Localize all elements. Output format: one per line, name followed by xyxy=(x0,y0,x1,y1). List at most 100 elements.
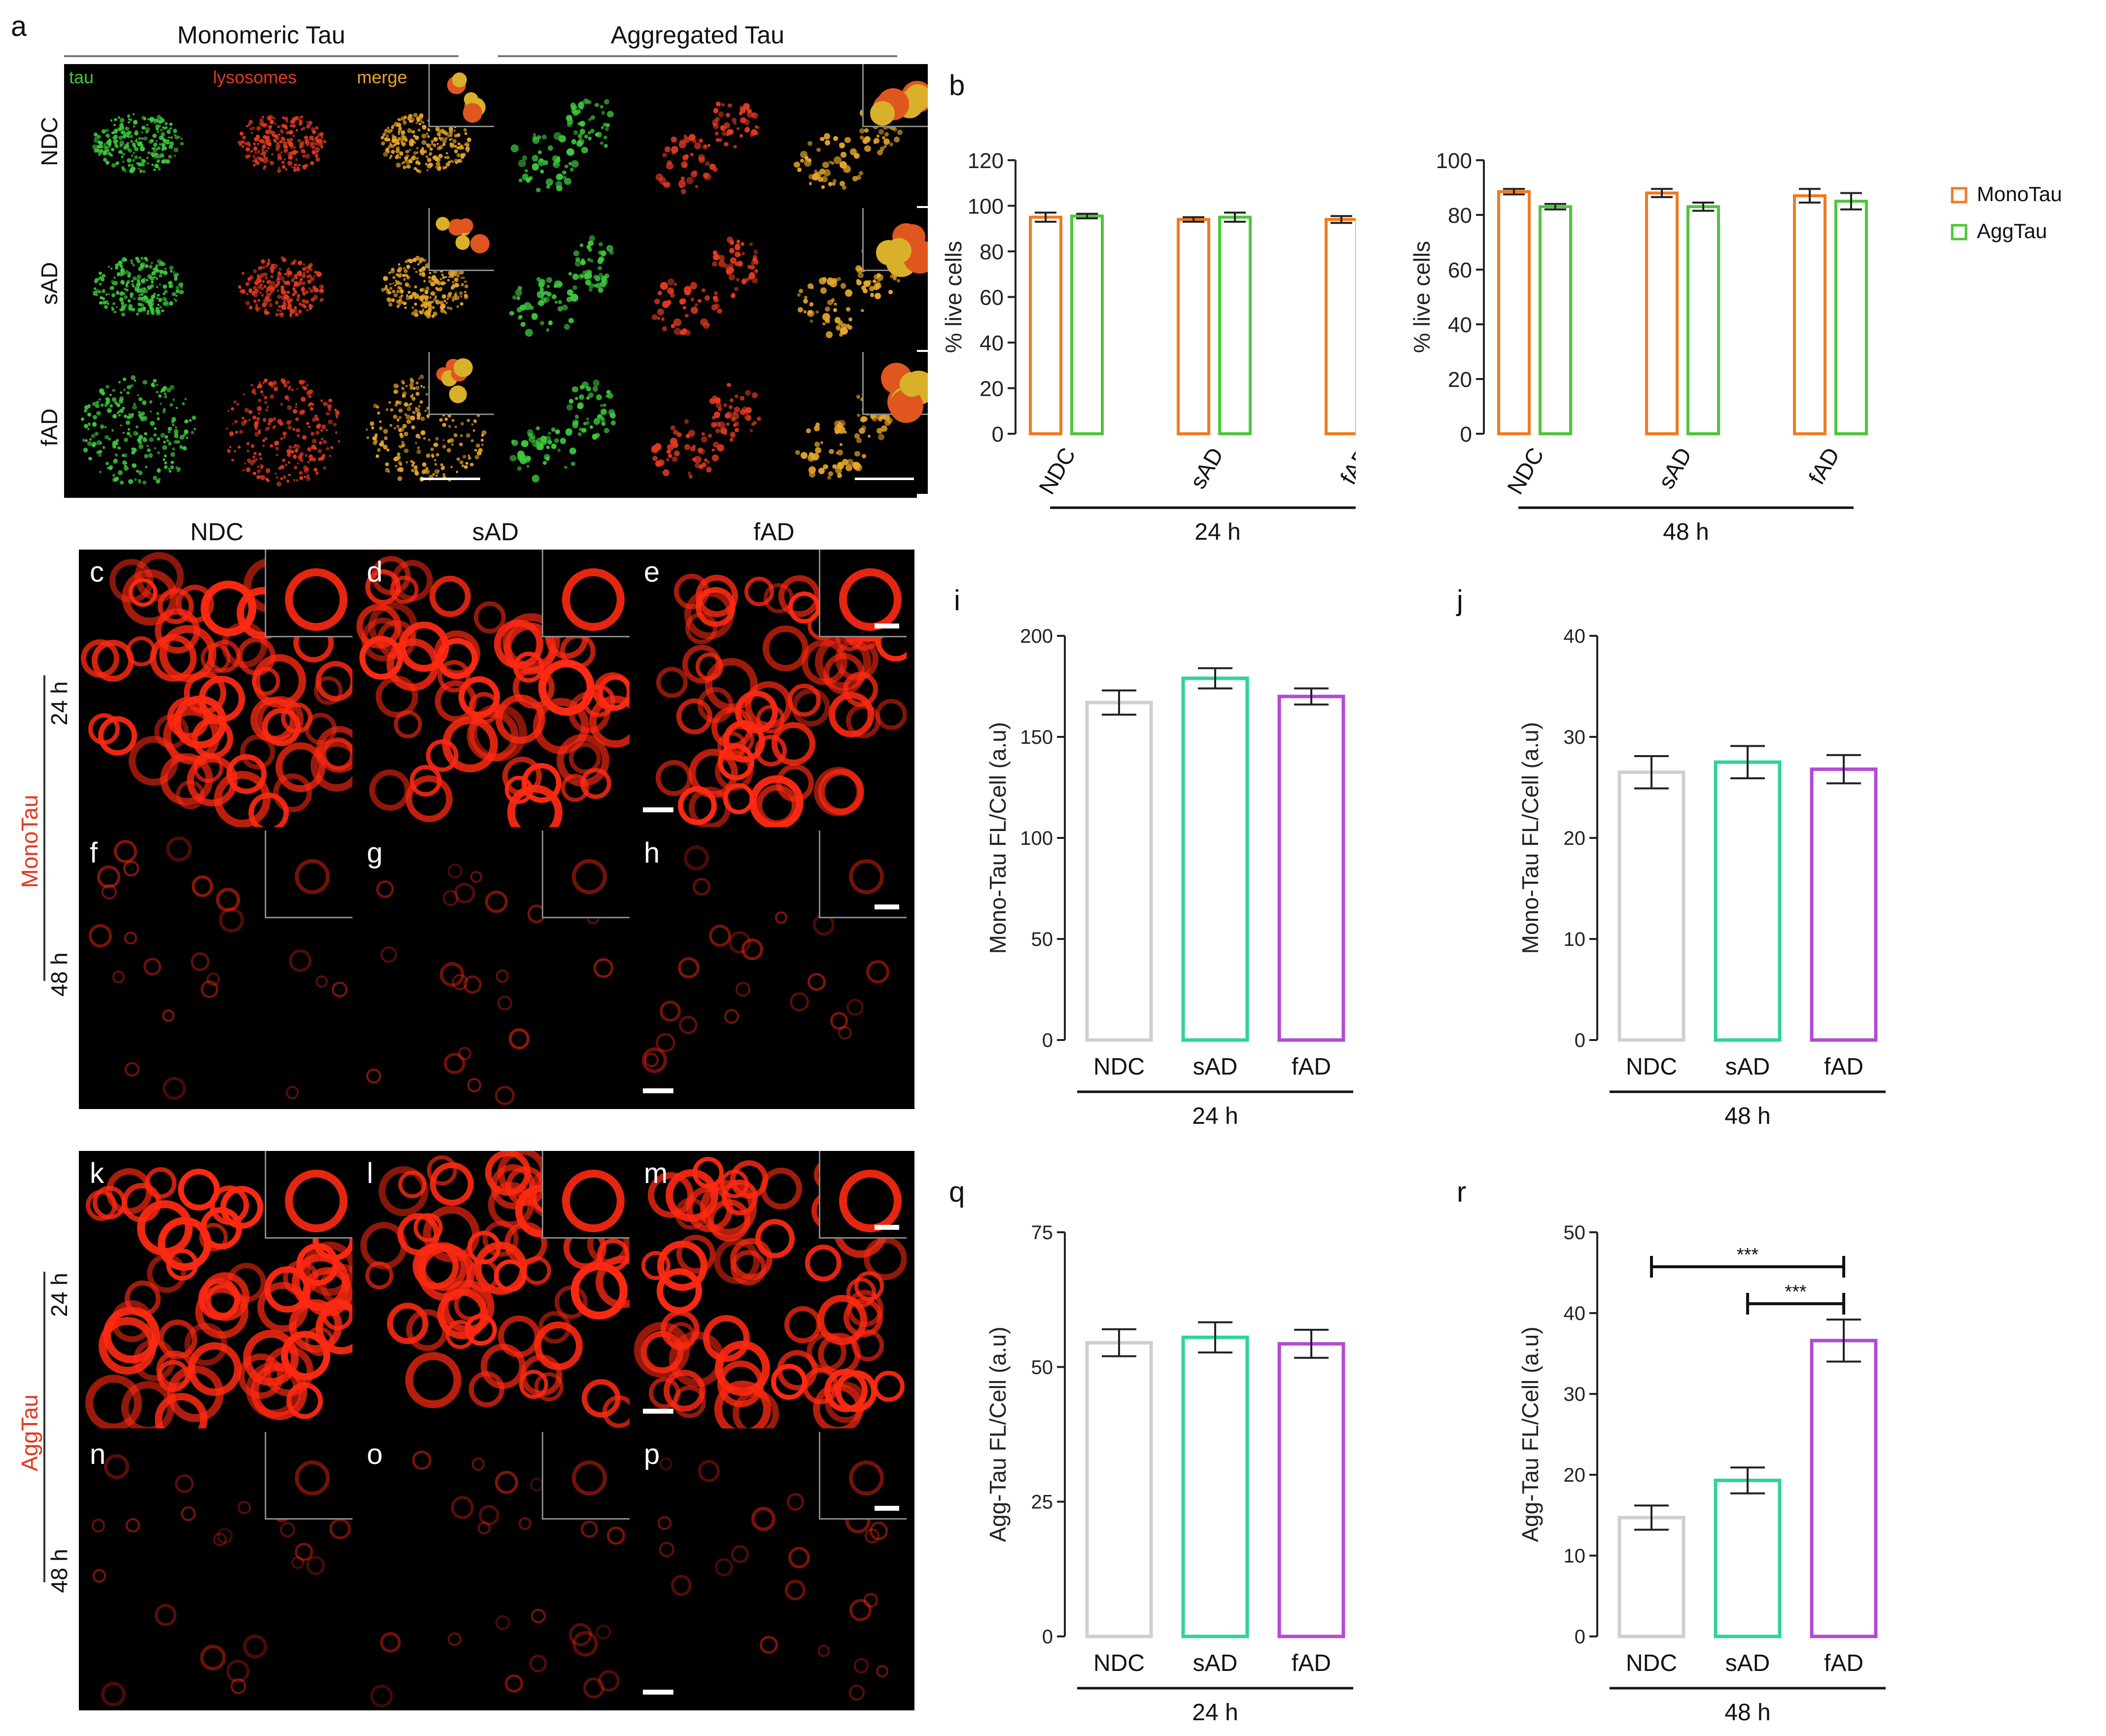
cell-signal-spot xyxy=(259,283,263,287)
cell-signal-spot xyxy=(157,115,161,119)
cell-signal-spot xyxy=(579,394,585,400)
cell-signal-spot xyxy=(439,278,442,281)
cell-signal-spot xyxy=(335,414,338,417)
cell-signal xyxy=(744,576,774,606)
cell-signal-spot xyxy=(748,272,756,279)
cell-signal-spot xyxy=(170,141,174,146)
cell-signal-spot xyxy=(439,145,444,150)
cell-signal-spot xyxy=(290,145,295,150)
cell-signal-spot xyxy=(712,395,717,400)
cell-signal-spot xyxy=(449,138,452,141)
cell-signal-spot xyxy=(414,303,417,306)
cell-signal-spot xyxy=(174,154,176,157)
cell-signal-spot xyxy=(400,116,405,121)
cell-signal-spot xyxy=(425,263,430,268)
cell-signal-spot xyxy=(813,425,820,432)
inset-cell xyxy=(571,1460,607,1495)
cell-signal-spot xyxy=(169,283,174,289)
cell-signal-spot xyxy=(159,261,164,266)
cell-signal-spot xyxy=(172,417,176,422)
cell-signal xyxy=(730,1250,766,1285)
micrograph-tile xyxy=(642,208,784,350)
cell-signal-spot xyxy=(835,466,842,474)
cell-signal-spot xyxy=(242,272,245,275)
cell-signal-spot xyxy=(391,289,396,293)
cell-signal-spot xyxy=(319,132,324,136)
cell-signal-spot xyxy=(286,299,290,303)
cell-signal-spot xyxy=(267,312,270,314)
cell-signal-spot xyxy=(436,142,439,145)
cell-signal xyxy=(692,1156,724,1188)
cell-signal-spot xyxy=(149,421,155,426)
cell-signal-spot xyxy=(296,167,301,172)
y-tick-label: 80 xyxy=(1448,204,1472,228)
cell-signal-spot xyxy=(326,412,330,416)
cell-signal-spot xyxy=(741,278,745,282)
cell-signal-spot xyxy=(114,477,119,482)
cell-signal-spot xyxy=(370,421,374,426)
cell-signal-spot xyxy=(263,418,267,422)
cell-signal-spot xyxy=(127,428,131,431)
cell-signal-spot xyxy=(590,128,595,134)
cell-signal-spot xyxy=(282,126,285,128)
cell-signal-spot xyxy=(168,154,173,159)
cell-signal-spot xyxy=(403,267,406,270)
cell-signal-spot xyxy=(107,293,110,296)
cell-signal-spot xyxy=(804,296,807,300)
cell-signal-spot xyxy=(448,425,451,428)
cell-signal-spot xyxy=(442,142,446,146)
cell-signal-spot xyxy=(117,411,120,413)
cell-signal xyxy=(289,949,312,972)
cell-signal-spot xyxy=(481,433,485,437)
cell-signal-spot xyxy=(267,426,270,430)
cell-signal-spot xyxy=(297,272,300,275)
cell-signal-spot xyxy=(169,128,172,131)
cell-signal-spot xyxy=(265,409,268,412)
cell-signal-spot xyxy=(138,297,142,301)
cell-signal-spot xyxy=(434,459,436,461)
cell-signal-spot xyxy=(253,471,257,475)
cell-signal-spot xyxy=(598,272,603,277)
cell-signal-spot xyxy=(302,271,306,275)
cell-signal-spot xyxy=(877,134,880,138)
col-title-underline xyxy=(64,55,458,57)
y-tick-label: 30 xyxy=(1564,1384,1586,1405)
cell-signal-spot xyxy=(296,298,300,302)
cell-signal-spot xyxy=(283,433,286,436)
cell-signal-spot xyxy=(296,387,298,390)
cell-signal-spot xyxy=(119,140,124,145)
cell-signal xyxy=(676,1234,716,1274)
cell-signal-spot xyxy=(416,392,420,396)
cell-signal-spot xyxy=(603,135,607,140)
cell-signal-spot xyxy=(446,448,452,453)
tile-letter: g xyxy=(367,837,383,869)
cell-signal-spot xyxy=(419,116,423,120)
cell-signal xyxy=(220,1185,264,1229)
x-tick-label: NDC xyxy=(1093,1054,1145,1080)
cell-signal-spot xyxy=(266,280,271,284)
cell-signal-spot xyxy=(588,283,594,289)
cell-signal xyxy=(226,1660,249,1683)
cell-signal-spot xyxy=(132,463,137,468)
cell-signal-spot xyxy=(314,142,318,146)
cell-signal-spot xyxy=(375,433,378,436)
cell-signal-spot xyxy=(446,152,448,155)
panel-letter-r: r xyxy=(1457,1176,1467,1208)
inset-cell xyxy=(571,859,607,894)
cell-signal-spot xyxy=(305,265,310,270)
cell-signal-spot xyxy=(293,166,296,169)
y-axis-label: % live cells xyxy=(941,241,966,353)
cell-signal-spot xyxy=(175,426,177,429)
cell-signal-spot xyxy=(127,164,132,168)
cell-signal-spot xyxy=(252,472,255,475)
cell-signal-spot xyxy=(511,144,519,153)
cell-signal-spot xyxy=(177,136,181,139)
cell-signal-spot xyxy=(464,465,468,469)
y-tick-label: 10 xyxy=(1564,929,1586,950)
cell-signal-spot xyxy=(410,415,415,420)
cell-signal-spot xyxy=(317,139,321,143)
cell-signal-spot xyxy=(692,457,696,462)
cell-signal-spot xyxy=(130,308,133,312)
cell-signal-spot xyxy=(300,148,305,153)
cell-signal-spot xyxy=(294,449,299,452)
